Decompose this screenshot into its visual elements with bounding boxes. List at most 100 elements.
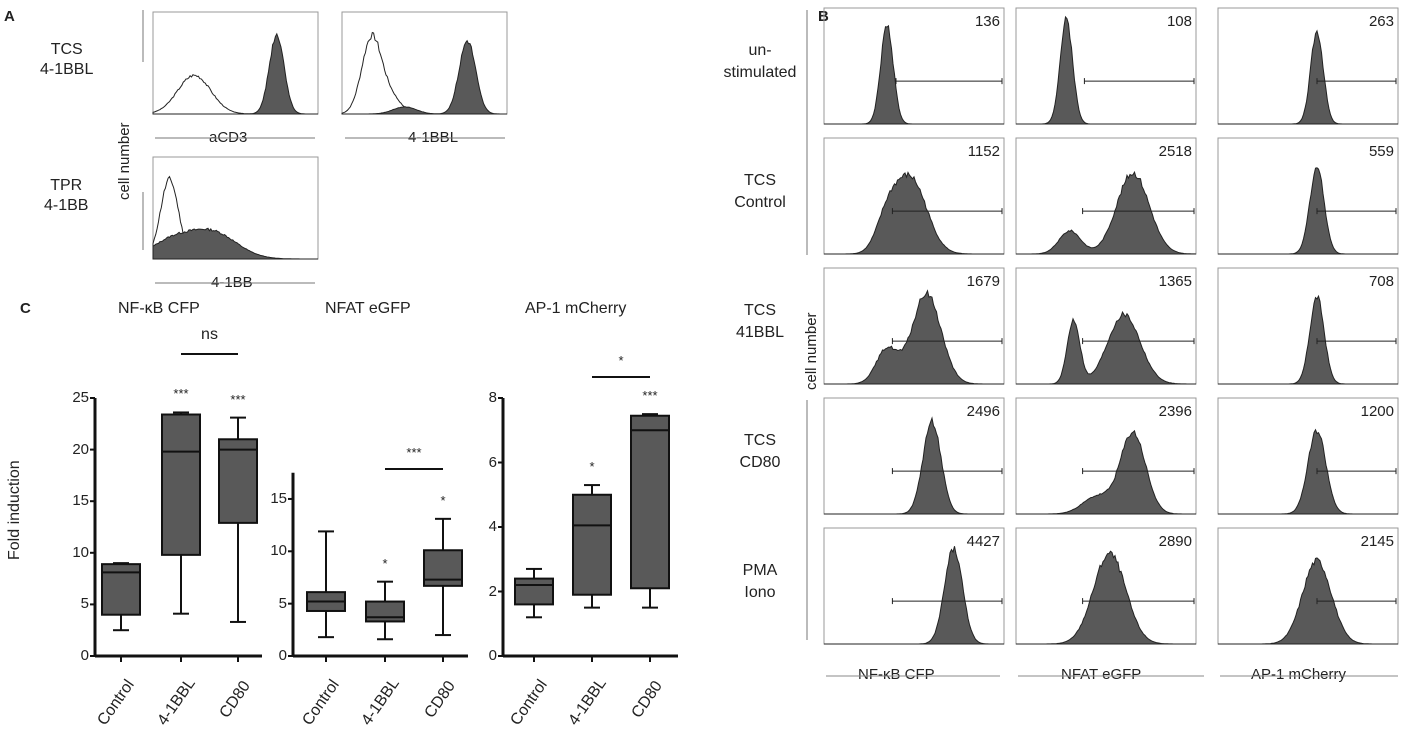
row-label-line: TCS — [744, 302, 776, 319]
box — [161, 413, 201, 556]
panel-b-row-label: TCS Control — [705, 170, 815, 214]
row-label-line: TCS — [744, 172, 776, 189]
box — [218, 438, 258, 524]
significance-stars: * — [440, 492, 446, 508]
box — [365, 600, 405, 623]
significance-stars: *** — [230, 391, 246, 407]
panel-a-row-label: TPR 4-1BB — [44, 176, 88, 216]
box — [572, 493, 612, 596]
stimulation-histogram — [824, 546, 1004, 645]
stimulation-histogram — [1218, 167, 1398, 255]
panel-b-row-label: TCS CD80 — [705, 430, 815, 474]
mfi-value: 1679 — [966, 273, 1000, 290]
bracket-label: * — [618, 353, 624, 368]
y-tick-label: 4 — [488, 518, 497, 535]
y-tick-label: 25 — [72, 389, 89, 406]
mfi-value: 2890 — [1158, 533, 1192, 550]
y-tick-label: 6 — [488, 453, 497, 471]
stained-histogram — [342, 39, 507, 115]
bracket-label: ns — [201, 326, 218, 343]
y-tick-label: 5 — [278, 594, 287, 612]
significance-stars: * — [382, 555, 388, 571]
stimulation-histogram — [1016, 310, 1196, 385]
significance-stars: *** — [173, 386, 189, 402]
panel-b-row-label: TCS 41BBL — [705, 300, 815, 344]
row-label-line: TPR — [50, 177, 83, 194]
histogram-frame — [152, 11, 319, 115]
box — [514, 577, 554, 606]
histogram-frame — [823, 527, 1005, 645]
y-tick-label: 0 — [278, 647, 287, 664]
mfi-value: 1200 — [1360, 403, 1394, 420]
mfi-value: 559 — [1368, 143, 1394, 160]
row-label-line: Control — [734, 194, 786, 211]
panel-label-b: B — [818, 8, 829, 25]
stimulation-histogram — [824, 289, 1004, 385]
stained-histogram — [153, 32, 318, 115]
panel-a-row-label: TCS 4-1BBL — [40, 40, 93, 80]
stimulation-histogram — [824, 416, 1004, 515]
mfi-value: 1152 — [967, 143, 1000, 160]
row-label-line: Iono — [744, 584, 776, 601]
box — [630, 414, 670, 590]
row-label-line: 4-1BBL — [40, 61, 94, 78]
stimulation-histogram — [1016, 15, 1196, 125]
panel-label-a: A — [4, 8, 15, 25]
y-tick-label: 0 — [80, 647, 89, 664]
significance-stars: * — [589, 459, 595, 475]
stimulation-histogram — [1016, 550, 1196, 645]
mfi-value: 263 — [1368, 13, 1394, 30]
panel-b-xlabel: NF-κB CFP — [855, 666, 938, 683]
stimulation-histogram — [1016, 429, 1196, 515]
y-tick-label: 15 — [270, 489, 287, 507]
panel-label-c: C — [20, 300, 31, 317]
stimulation-histogram — [1218, 428, 1398, 515]
panel-b-xlabel: NFAT eGFP — [1058, 666, 1145, 683]
mfi-value: 708 — [1368, 273, 1394, 290]
row-label-line: CD80 — [739, 454, 781, 471]
stimulation-histogram — [1016, 170, 1197, 255]
y-tick-label: 10 — [270, 542, 287, 560]
histogram-frame — [823, 7, 1005, 125]
row-label-line: 41BBL — [735, 324, 785, 341]
histogram-frame — [823, 397, 1005, 515]
stimulation-histogram — [824, 171, 1004, 255]
chart-title: AP-1 mCherry — [525, 300, 627, 317]
mfi-value: 2518 — [1158, 143, 1192, 160]
row-label-line: stimulated — [723, 64, 797, 81]
mfi-value: 136 — [974, 13, 1000, 30]
row-label-line: TCS — [50, 41, 83, 58]
mfi-value: 2145 — [1360, 533, 1394, 550]
y-tick-label: 8 — [488, 389, 497, 406]
y-tick-label: 2 — [488, 582, 497, 600]
row-label-line: 4-1BB — [44, 197, 89, 214]
y-tick-label: 15 — [72, 492, 89, 510]
y-tick-label: 20 — [72, 440, 89, 458]
row-label-line: TCS — [744, 432, 776, 449]
panel-b-row-label: PMA Iono — [705, 560, 815, 604]
y-tick-label: 0 — [488, 647, 497, 664]
mfi-value: 1365 — [1158, 273, 1192, 290]
stained-histogram — [152, 227, 318, 260]
chart-title: NF-κB CFP — [118, 300, 200, 317]
significance-stars: *** — [642, 388, 658, 404]
panel-b-row-label: un-stimulated — [705, 40, 815, 84]
stimulation-histogram — [1218, 29, 1398, 125]
chart-title: NFAT eGFP — [325, 300, 411, 317]
stimulation-histogram — [1218, 294, 1398, 385]
mfi-value: 4427 — [966, 533, 1000, 550]
row-label-line: PMA — [742, 562, 778, 579]
mfi-value: 108 — [1166, 13, 1192, 30]
mfi-value: 2496 — [966, 403, 1000, 420]
bracket-label: *** — [406, 445, 422, 460]
histogram-frame — [1015, 7, 1197, 125]
row-label-line: un- — [748, 42, 772, 59]
mfi-value: 2396 — [1158, 403, 1192, 420]
stimulation-histogram — [824, 24, 1004, 125]
y-tick-label: 10 — [72, 543, 89, 561]
panel-b-xlabel: AP-1 mCherry — [1248, 666, 1350, 683]
y-tick-label: 5 — [80, 595, 89, 613]
stimulation-histogram — [1218, 557, 1398, 645]
